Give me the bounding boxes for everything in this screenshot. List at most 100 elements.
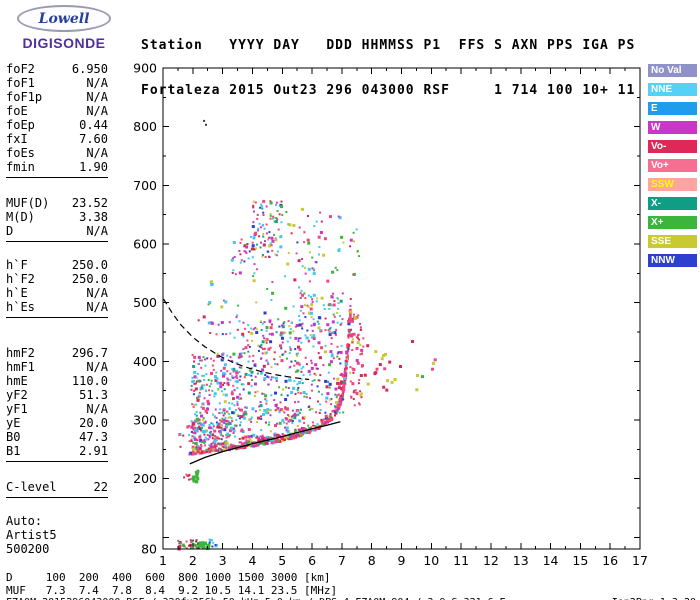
param-label: foF2 <box>6 62 35 76</box>
param-value: N/A <box>86 146 108 160</box>
legend-item-nnw: NNW <box>648 254 697 267</box>
param-row-fof1: foF1 N/A <box>6 76 108 90</box>
legend-item-nne: NNE <box>648 83 697 96</box>
param-value: 22 <box>93 480 108 494</box>
x-tick-label: 1 <box>159 553 167 567</box>
true-height-profile-curve <box>189 421 341 465</box>
legend-item-w: W <box>648 121 697 134</box>
station-header-columns: Station YYYY DAY DDD HHMMSS P1 FFS S AXN… <box>141 38 636 53</box>
scatter-cluster-es-dots-cyan <box>208 538 218 548</box>
y-tick-label: 300 <box>133 412 157 427</box>
scatter-cluster-red-dots-200km <box>183 473 192 481</box>
param-value: 110.0 <box>71 374 108 388</box>
param-value: N/A <box>86 90 108 104</box>
y-tick-label: 600 <box>133 236 157 251</box>
y-tick-label: 500 <box>133 295 157 310</box>
param-label: Artist5 <box>6 528 57 542</box>
renderer-version-text: Ion2Png 1.3.20 <box>612 597 696 600</box>
param-label: foF1p <box>6 90 43 104</box>
param-label: foEs <box>6 146 35 160</box>
distance-row: D 100 200 400 600 800 1000 1500 3000 [km… <box>6 571 331 584</box>
param-value: 250.0 <box>71 258 108 272</box>
param-label: foE <box>6 104 28 118</box>
param-group-separator <box>6 461 108 462</box>
param-label: D <box>6 224 14 238</box>
param-label: hmE <box>6 374 28 388</box>
param-label: fmin <box>6 160 35 174</box>
param-row-foe: foE N/A <box>6 104 108 118</box>
x-tick-label: 2 <box>189 553 197 567</box>
param-label: MUF(D) <box>6 196 50 210</box>
param-label: yF2 <box>6 388 28 402</box>
echo-direction-legend: No Val NNE E W Vo- Vo+ SSW X- X+ SSE NNW <box>648 64 697 273</box>
param-row-ye: yE 20.0 <box>6 416 108 430</box>
param-value: 3.38 <box>79 210 108 224</box>
dmuf-table: D 100 200 400 600 800 1000 1500 3000 [km… <box>6 571 337 597</box>
x-tick-label: 14 <box>543 553 559 567</box>
y-tick-label: 900 <box>133 61 157 76</box>
x-tick-label: 16 <box>602 553 618 567</box>
param-value: 250.0 <box>71 272 108 286</box>
muf-row: MUF 7.3 7.4 7.8 8.4 9.2 10.5 14.1 23.5 [… <box>6 584 338 597</box>
param-group-separator <box>6 317 108 318</box>
scatter-cluster-patch-600km-right <box>285 207 326 272</box>
param-row-clevel: C-level 22 <box>6 480 108 494</box>
station-header: Station YYYY DAY DDD HHMMSS P1 FFS S AXN… <box>141 8 635 128</box>
param-row-fof2: foF2 6.950 <box>6 62 108 76</box>
param-label: Auto: <box>6 514 43 528</box>
legend-item-x+: X+ <box>648 216 697 229</box>
x-tick-label: 7 <box>338 553 346 567</box>
param-label: hmF2 <box>6 346 35 360</box>
legend-item-e: E <box>648 102 697 115</box>
scatter-cluster-second-reflection-dots <box>363 340 437 392</box>
param-value: N/A <box>86 286 108 300</box>
file-name-text: FZA0M_2015296043000.RSF / 320fx256h 50 k… <box>6 597 506 600</box>
param-row-artist5: Artist5 <box>6 528 108 542</box>
legend-item-vo+: Vo+ <box>648 159 697 172</box>
param-label: hmF1 <box>6 360 35 374</box>
param-row-hf2: h`F2 250.0 <box>6 272 108 286</box>
param-row-auto: Auto: <box>6 514 108 528</box>
param-row-he: h`E N/A <box>6 286 108 300</box>
x-tick-label: 3 <box>219 553 227 567</box>
x-tick-label: 6 <box>308 553 316 567</box>
param-row-hf: h`F 250.0 <box>6 258 108 272</box>
scatter-cluster-spread-f-mid <box>236 319 302 424</box>
plot-frame <box>162 67 641 550</box>
legend-item-vo-: Vo- <box>648 140 697 153</box>
param-label: C-level <box>6 480 57 494</box>
axis-ticks <box>162 67 641 549</box>
legend-item-sse: SSE <box>648 235 697 248</box>
lowell-logo-text: Lowell <box>38 10 90 27</box>
lowell-digisonde-logo: Lowell DIGISONDE <box>8 5 120 51</box>
scatter-cluster-f-trace-cusp <box>337 298 352 410</box>
param-row-yf1: yF1 N/A <box>6 402 108 416</box>
param-value: 1.90 <box>79 160 108 174</box>
x-tick-label: 11 <box>453 553 469 567</box>
param-value: 23.52 <box>71 196 108 210</box>
digisonde-logo-text: DIGISONDE <box>22 35 106 51</box>
scatter-cluster-spread-f-right <box>295 289 345 414</box>
param-label: h`F2 <box>6 272 35 286</box>
x-tick-label: 15 <box>572 553 588 567</box>
param-row-b1: B1 2.91 <box>6 444 108 458</box>
param-row-hes: h`Es N/A <box>6 300 108 314</box>
param-value: 2.91 <box>79 444 108 458</box>
scatter-cluster-near-trace-mid <box>222 407 306 439</box>
scatter-cluster-x-trace-arm <box>349 310 365 407</box>
param-label: h`F <box>6 258 28 272</box>
param-label: h`E <box>6 286 28 300</box>
param-value: 51.3 <box>79 388 108 402</box>
param-row-foep: foEp 0.44 <box>6 118 108 132</box>
param-label: B0 <box>6 430 21 444</box>
param-value: N/A <box>86 104 108 118</box>
x-tick-label: 8 <box>368 553 376 567</box>
param-value: 7.60 <box>79 132 108 146</box>
lowell-logo-oval: Lowell <box>17 5 111 32</box>
y-tick-label: 700 <box>133 178 157 193</box>
param-value: N/A <box>86 224 108 238</box>
param-value: N/A <box>86 76 108 90</box>
x-tick-label: 13 <box>513 553 529 567</box>
scatter-cluster-green-blocks-200km <box>191 469 200 484</box>
